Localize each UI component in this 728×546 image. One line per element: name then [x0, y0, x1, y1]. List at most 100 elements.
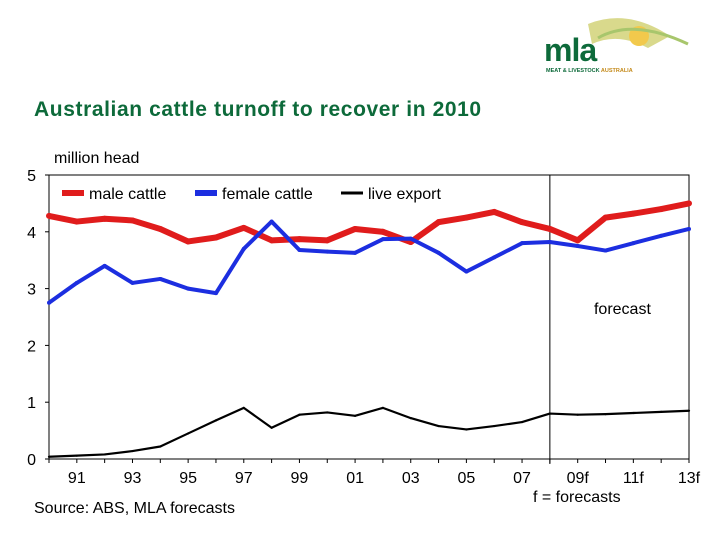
- data-point-male: [602, 214, 609, 221]
- data-point-female: [547, 240, 552, 245]
- logo-word: mla: [544, 32, 597, 68]
- data-point-female: [47, 300, 51, 305]
- series-line-live_export: [48, 406, 690, 458]
- data-point-live_export: [270, 426, 273, 429]
- data-point-live_export: [437, 424, 440, 428]
- data-point-live_export: [520, 420, 524, 424]
- series-line-male: [48, 200, 690, 246]
- data-point-male: [491, 208, 498, 215]
- data-point-male: [463, 214, 470, 221]
- data-point-female: [213, 291, 218, 296]
- data-point-male: [658, 206, 665, 213]
- x-tick-label: 97: [235, 470, 253, 487]
- logo-sun-icon: [588, 18, 689, 48]
- data-point-live_export: [632, 411, 635, 415]
- data-point-female: [659, 233, 664, 238]
- data-point-live_export: [493, 424, 496, 428]
- data-point-live_export: [187, 432, 190, 435]
- data-point-male: [101, 215, 108, 222]
- source-note: Source: ABS, MLA forecasts: [34, 500, 235, 517]
- forecast-footnote: f = forecasts: [533, 489, 621, 506]
- data-point-male: [352, 225, 359, 232]
- data-point-male: [379, 228, 386, 235]
- data-point-male: [185, 238, 192, 245]
- data-point-male: [435, 219, 442, 226]
- data-point-female: [380, 237, 385, 242]
- x-tick-label: 09f: [567, 470, 590, 487]
- y-tick-label: 1: [27, 395, 36, 412]
- data-point-live_export: [381, 406, 385, 409]
- data-point-male: [268, 237, 275, 244]
- data-point-female: [186, 286, 191, 291]
- x-tick-label: 13f: [678, 470, 701, 487]
- data-point-live_export: [548, 412, 551, 415]
- data-point-female: [269, 219, 274, 224]
- series-line-female: [47, 219, 690, 305]
- x-tick-label: 93: [124, 470, 142, 487]
- y-tick-label: 2: [27, 338, 36, 355]
- data-point-male: [240, 224, 247, 231]
- x-tick-label: 99: [291, 470, 309, 487]
- y-axis-title: million head: [54, 150, 140, 167]
- x-tick-label: 11f: [623, 470, 645, 487]
- data-point-female: [603, 248, 608, 253]
- data-point-female: [631, 241, 636, 246]
- legend-label-live_export: live export: [368, 186, 441, 203]
- data-point-live_export: [242, 406, 245, 409]
- y-tick-label: 5: [27, 168, 36, 185]
- forecast-label: forecast: [594, 301, 651, 318]
- data-point-live_export: [660, 410, 663, 413]
- data-point-male: [73, 218, 80, 225]
- data-point-live_export: [103, 453, 106, 456]
- x-tick-label: 91: [68, 470, 86, 487]
- data-point-female: [297, 247, 302, 252]
- data-point-male: [296, 236, 303, 243]
- x-tick-label: 01: [346, 470, 364, 487]
- mla-logo: mla MEAT & LIVESTOCK AUSTRALIA: [538, 14, 728, 74]
- data-point-male: [519, 219, 526, 226]
- data-point-male: [686, 200, 692, 207]
- y-tick-label: 3: [27, 282, 36, 299]
- x-tick-label: 07: [513, 470, 531, 487]
- data-point-female: [241, 246, 246, 251]
- logo-tagline: MEAT & LIVESTOCK AUSTRALIA: [546, 68, 633, 74]
- data-point-female: [520, 241, 525, 246]
- data-point-male: [129, 217, 136, 224]
- data-point-female: [158, 276, 163, 281]
- data-point-live_export: [298, 413, 301, 416]
- data-point-live_export: [604, 413, 607, 416]
- data-point-male: [574, 237, 581, 244]
- data-point-female: [74, 280, 79, 285]
- legend-label-male: male cattle: [89, 186, 166, 203]
- data-point-female: [464, 269, 469, 274]
- legend-label-female: female cattle: [222, 186, 313, 203]
- y-tick-label: 0: [27, 452, 36, 469]
- x-tick-label: 95: [179, 470, 197, 487]
- data-point-female: [130, 280, 135, 285]
- data-point-male: [546, 225, 553, 232]
- data-point-female: [102, 263, 107, 268]
- data-point-live_export: [576, 413, 579, 416]
- data-point-live_export: [687, 409, 691, 412]
- chart-title: Australian cattle turnoff to recover in …: [34, 98, 482, 121]
- data-point-live_export: [47, 455, 51, 458]
- data-point-live_export: [353, 414, 357, 417]
- data-point-male: [46, 212, 52, 219]
- data-point-female: [353, 250, 358, 255]
- data-point-male: [212, 234, 219, 241]
- x-tick-label: 05: [457, 470, 475, 487]
- data-point-male: [157, 225, 164, 232]
- data-point-live_export: [159, 445, 162, 448]
- data-point-female: [492, 255, 497, 260]
- data-point-male: [324, 237, 331, 244]
- data-point-male: [630, 210, 637, 217]
- data-point-live_export: [409, 417, 412, 420]
- y-tick-label: 4: [27, 225, 36, 242]
- data-point-female: [408, 236, 413, 241]
- plot-frame: [48, 174, 690, 460]
- data-point-live_export: [326, 411, 329, 414]
- data-point-live_export: [214, 419, 218, 422]
- data-point-live_export: [465, 428, 468, 431]
- data-point-live_export: [75, 454, 78, 457]
